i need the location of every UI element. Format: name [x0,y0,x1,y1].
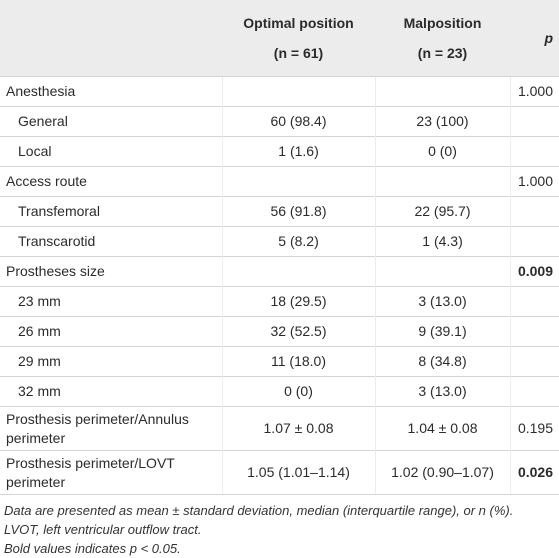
table-row: Transcarotid 5 (8.2) 1 (4.3) [0,226,559,257]
header-text: Optimal position [243,15,354,31]
cell-malposition: 8 (34.8) [374,346,510,377]
row-label: Anesthesia [0,76,222,107]
row-label: 32 mm [0,376,222,407]
cell-optimal: 56 (91.8) [221,196,375,227]
cell-malposition [374,76,510,107]
cell-malposition: 23 (100) [374,106,510,137]
footnote: Bold values indicates p < 0.05. [4,541,181,556]
cell-malposition: 1.04 ± 0.08 [374,406,510,451]
cell-malposition: 0 (0) [374,136,510,167]
table-row: Prosthesis perimeter/LOVT perimeter 1.05 … [0,450,559,494]
cell-optimal: 1 (1.6) [221,136,375,167]
header-cell [0,0,222,77]
header-cell: Malposition (n = 23) [375,0,510,77]
row-label: 29 mm [0,346,222,377]
cell-malposition: 1.02 (0.90–1.07) [374,450,510,494]
cell-malposition: 22 (95.7) [374,196,510,227]
header-text: Malposition [403,15,482,31]
table-row: Access route 1.000 [0,166,559,197]
cell-p [509,376,559,407]
cell-optimal: 0 (0) [221,376,375,407]
cell-p: 0.195 [509,406,559,451]
cell-optimal: 1.05 (1.01–1.14) [221,450,375,494]
row-label: Prosthesis perimeter/Annulus perimeter [0,406,222,451]
cell-p: 1.000 [509,76,559,107]
table-row: 32 mm 0 (0) 3 (13.0) [0,376,559,407]
cell-p: 0.009 [509,256,559,287]
footnotes: Data are presented as mean ± standard de… [0,494,559,558]
cell-p: 0.026 [509,450,559,494]
header-text: (n = 61) [273,45,324,61]
header-text: (n = 23) [417,45,468,61]
row-label: Local [0,136,222,167]
row-label: Prostheses size [0,256,222,287]
cell-malposition [374,166,510,197]
table-row: General 60 (98.4) 23 (100) [0,106,559,137]
cell-optimal: 32 (52.5) [221,316,375,347]
cell-p [509,136,559,167]
table-row: Local 1 (1.6) 0 (0) [0,136,559,167]
cell-malposition: 3 (13.0) [374,376,510,407]
cell-p [509,316,559,347]
table-body: Anesthesia 1.000 General 60 (98.4) 23 (100) L… [0,76,559,494]
table-row: Prostheses size 0.009 [0,256,559,287]
footnote: Data are presented as mean ± standard de… [4,503,514,518]
row-label: Transfemoral [0,196,222,227]
row-label: Transcarotid [0,226,222,257]
table-row: 29 mm 11 (18.0) 8 (34.8) [0,346,559,377]
cell-p: 1.000 [509,166,559,197]
table-row: 23 mm 18 (29.5) 3 (13.0) [0,286,559,317]
cell-optimal [221,76,375,107]
header-row: Optimal position (n = 61) Malposition (n =… [0,0,559,77]
cell-optimal: 5 (8.2) [221,226,375,257]
cell-p [509,106,559,137]
cell-malposition: 3 (13.0) [374,286,510,317]
row-label: 26 mm [0,316,222,347]
table-row: Prosthesis perimeter/Annulus perimeter 1.… [0,406,559,451]
cell-optimal: 18 (29.5) [221,286,375,317]
cell-malposition: 1 (4.3) [374,226,510,257]
cell-optimal [221,166,375,197]
table-row: Anesthesia 1.000 [0,76,559,107]
footnote: LVOT, left ventricular outflow tract. [4,522,202,537]
cell-optimal [221,256,375,287]
cell-optimal: 60 (98.4) [221,106,375,137]
header-cell: Optimal position (n = 61) [222,0,375,77]
cell-p [509,226,559,257]
row-label: Access route [0,166,222,197]
cell-p [509,346,559,377]
data-table: Optimal position (n = 61) Malposition (n =… [0,0,559,494]
header-cell: p [510,0,559,77]
table-row: Transfemoral 56 (91.8) 22 (95.7) [0,196,559,227]
row-label: 23 mm [0,286,222,317]
row-label: Prosthesis perimeter/LOVT perimeter [0,450,222,494]
table-row: 26 mm 32 (52.5) 9 (39.1) [0,316,559,347]
cell-malposition: 9 (39.1) [374,316,510,347]
cell-malposition [374,256,510,287]
cell-p [509,196,559,227]
cell-p [509,286,559,317]
row-label: General [0,106,222,137]
cell-optimal: 11 (18.0) [221,346,375,377]
cell-optimal: 1.07 ± 0.08 [221,406,375,451]
